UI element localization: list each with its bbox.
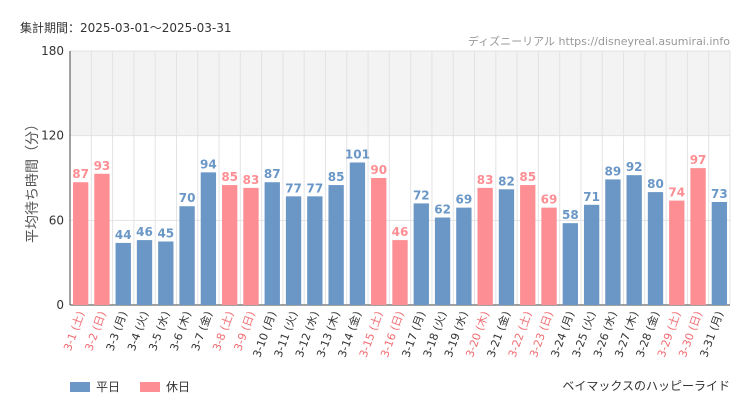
data-label: 101: [345, 147, 370, 161]
y-tick-label: 0: [56, 298, 64, 312]
bar: [434, 217, 451, 305]
data-label: 72: [413, 188, 430, 202]
data-label: 62: [434, 203, 451, 217]
data-label: 45: [157, 227, 174, 241]
data-label: 80: [647, 177, 664, 191]
data-label: 87: [72, 167, 89, 181]
data-label: 83: [243, 173, 260, 187]
data-label: 94: [200, 157, 217, 171]
bar: [711, 201, 728, 305]
bar: [264, 182, 280, 305]
bar: [647, 192, 664, 305]
legend: 平日 休日: [70, 378, 190, 395]
bar: [541, 207, 557, 305]
bar: [307, 196, 323, 305]
data-label: 77: [285, 181, 302, 195]
data-label: 46: [136, 225, 153, 239]
period-label: 集計期間：2025-03-01～2025-03-31: [20, 21, 232, 35]
data-label: 87: [264, 167, 281, 181]
data-label: 58: [562, 208, 579, 222]
data-label: 70: [179, 191, 196, 205]
bar: [285, 196, 302, 305]
bar: [72, 182, 89, 305]
bar: [605, 179, 621, 305]
data-label: 71: [583, 190, 600, 204]
bar: [669, 200, 685, 305]
data-label: 69: [541, 193, 558, 207]
bar: [115, 242, 131, 305]
data-label: 85: [519, 170, 536, 184]
bar: [136, 240, 153, 305]
attraction-name: ベイマックスのハッピーライド: [562, 379, 730, 393]
bar: [520, 185, 536, 305]
bar: [562, 223, 578, 305]
data-label: 89: [605, 164, 622, 178]
legend-label-holiday: 休日: [166, 380, 191, 394]
bar: [328, 185, 344, 305]
bar: [498, 189, 515, 305]
data-label: 69: [456, 193, 473, 207]
y-tick-label: 120: [41, 129, 64, 143]
data-label: 85: [221, 170, 238, 184]
bar: [626, 175, 642, 305]
bar: [200, 172, 217, 305]
bar: [243, 187, 259, 305]
data-label: 97: [690, 153, 707, 167]
data-label: 82: [498, 174, 515, 188]
data-label: 93: [94, 159, 111, 173]
data-label: 83: [477, 173, 494, 187]
data-label: 92: [626, 160, 643, 174]
bar: [583, 204, 600, 305]
legend-swatch-holiday: [140, 381, 161, 392]
bar: [94, 173, 110, 305]
legend-label-weekday: 平日: [96, 380, 121, 394]
legend-swatch-weekday: [70, 381, 90, 392]
y-tick-label: 180: [41, 44, 64, 58]
data-label: 44: [115, 228, 132, 242]
y-tick-label: 60: [49, 213, 64, 227]
bar: [456, 207, 472, 305]
bar: [349, 162, 366, 305]
bar: [371, 178, 387, 305]
bar: [158, 241, 174, 305]
data-label: 74: [668, 186, 685, 200]
data-label: 73: [711, 187, 728, 201]
legend-item-weekday[interactable]: 平日: [70, 378, 120, 395]
bar: [179, 206, 195, 305]
bar: [690, 168, 706, 305]
bar: [392, 240, 408, 305]
legend-item-holiday[interactable]: 休日: [140, 378, 190, 395]
bar: [413, 203, 429, 305]
data-label: 46: [392, 225, 409, 239]
highlight-band: [70, 51, 730, 136]
data-label: 85: [328, 170, 345, 184]
source-label[interactable]: ディズニーリアル https://disneyreal.asumirai.inf…: [467, 35, 730, 48]
bar: [222, 185, 238, 305]
bar: [477, 187, 493, 305]
data-label: 77: [306, 181, 323, 195]
data-label: 90: [370, 163, 387, 177]
